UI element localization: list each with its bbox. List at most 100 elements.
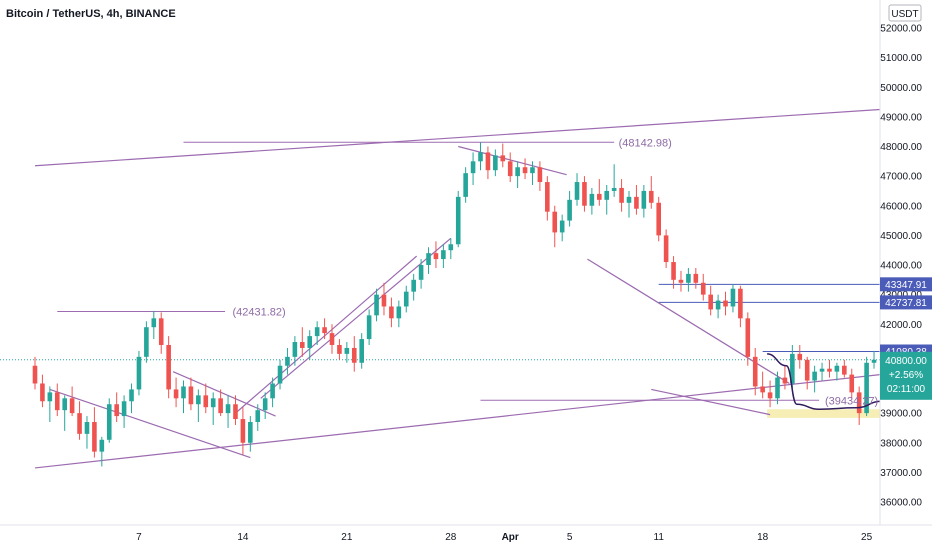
candle — [648, 176, 654, 209]
candle — [745, 312, 751, 366]
candle-body — [738, 288, 743, 319]
candle-body — [730, 288, 736, 307]
candle-body — [262, 398, 268, 411]
candle — [589, 187, 595, 215]
candle-body — [619, 187, 624, 203]
support-zone-layer — [767, 409, 928, 418]
candle-body — [351, 347, 357, 363]
last-price-badge — [880, 351, 932, 400]
price-label-value: 42737.81 — [885, 298, 927, 309]
candle-body — [545, 182, 550, 212]
candle-body — [626, 196, 632, 203]
candle — [114, 392, 119, 423]
candle-body — [767, 392, 773, 399]
candle — [849, 368, 855, 399]
candle — [314, 321, 320, 345]
candle-body — [77, 413, 82, 434]
candle — [515, 161, 520, 188]
candle — [40, 374, 45, 408]
candle — [500, 143, 506, 168]
candle-body — [819, 368, 825, 372]
candle-body — [775, 377, 780, 399]
candle-body — [337, 344, 342, 354]
candle-body — [418, 265, 424, 280]
candle-body — [842, 365, 847, 375]
candle — [478, 142, 483, 171]
trendline — [34, 108, 881, 167]
candle — [322, 318, 327, 340]
candle-body — [106, 404, 112, 440]
candle — [493, 149, 498, 177]
candle-body — [233, 404, 238, 420]
level-annotation: (39434.27) — [825, 395, 878, 407]
candle — [604, 185, 610, 215]
candle-body — [69, 398, 75, 414]
candle-body — [218, 398, 223, 414]
candle — [671, 256, 676, 289]
candle — [641, 185, 647, 218]
candle — [730, 284, 736, 313]
candle-body — [455, 196, 461, 245]
candle-body — [322, 327, 327, 334]
candle-body — [441, 250, 446, 260]
candle — [693, 267, 699, 289]
time-axis[interactable]: 7142128Apr5111825May — [0, 524, 932, 543]
candle-body — [151, 318, 157, 328]
candle — [842, 359, 847, 378]
candle-body — [433, 253, 439, 260]
candle-body — [114, 404, 119, 417]
candle-body — [240, 419, 246, 443]
trendline — [172, 371, 276, 417]
candle — [418, 259, 424, 289]
price-label: 43347.91 — [880, 277, 932, 292]
candle — [856, 386, 862, 425]
candle — [804, 356, 810, 390]
candle-body — [693, 273, 699, 283]
candle-body — [522, 167, 528, 174]
horizontal-levels — [0, 141, 880, 401]
candle-body — [797, 353, 803, 360]
candle — [552, 205, 558, 248]
candle-body — [641, 190, 647, 209]
candle — [292, 336, 298, 366]
y-tick-label: 44000.00 — [880, 261, 922, 272]
candle — [47, 386, 53, 423]
candle — [700, 273, 706, 301]
candle-body — [700, 282, 706, 295]
candle — [351, 336, 357, 372]
candle-body — [84, 422, 90, 434]
candle-countdown: 02:11:00 — [887, 384, 926, 395]
candle — [69, 386, 75, 417]
candle — [188, 377, 194, 411]
candle — [426, 247, 431, 274]
candle-body — [366, 315, 372, 340]
candle — [463, 167, 468, 203]
candle-body — [121, 401, 127, 417]
price-axis-bg — [880, 0, 932, 550]
candle-body — [210, 398, 216, 408]
y-tick-label: 45000.00 — [880, 231, 922, 242]
candle — [233, 395, 238, 425]
support-zone — [767, 409, 928, 418]
price-axis[interactable]: USDT36000.0037000.0038000.0039000.004000… — [879, 0, 932, 550]
candle-body — [537, 167, 543, 183]
candle-body — [634, 196, 639, 209]
candle — [871, 350, 877, 369]
candle-body — [292, 342, 298, 357]
candle — [530, 161, 535, 186]
candle-body — [62, 398, 67, 411]
candle — [54, 383, 60, 417]
candle — [210, 392, 216, 425]
candle-body — [849, 374, 855, 393]
candle — [329, 324, 335, 354]
candle-body — [478, 152, 483, 162]
candle-body — [507, 161, 513, 177]
candle-body — [493, 155, 498, 171]
annotations: (48142.98) (42431.82) (39434.27) — [233, 137, 879, 407]
trendlines — [34, 108, 881, 469]
candles — [32, 142, 877, 467]
candle — [270, 377, 275, 408]
candle — [32, 356, 38, 390]
